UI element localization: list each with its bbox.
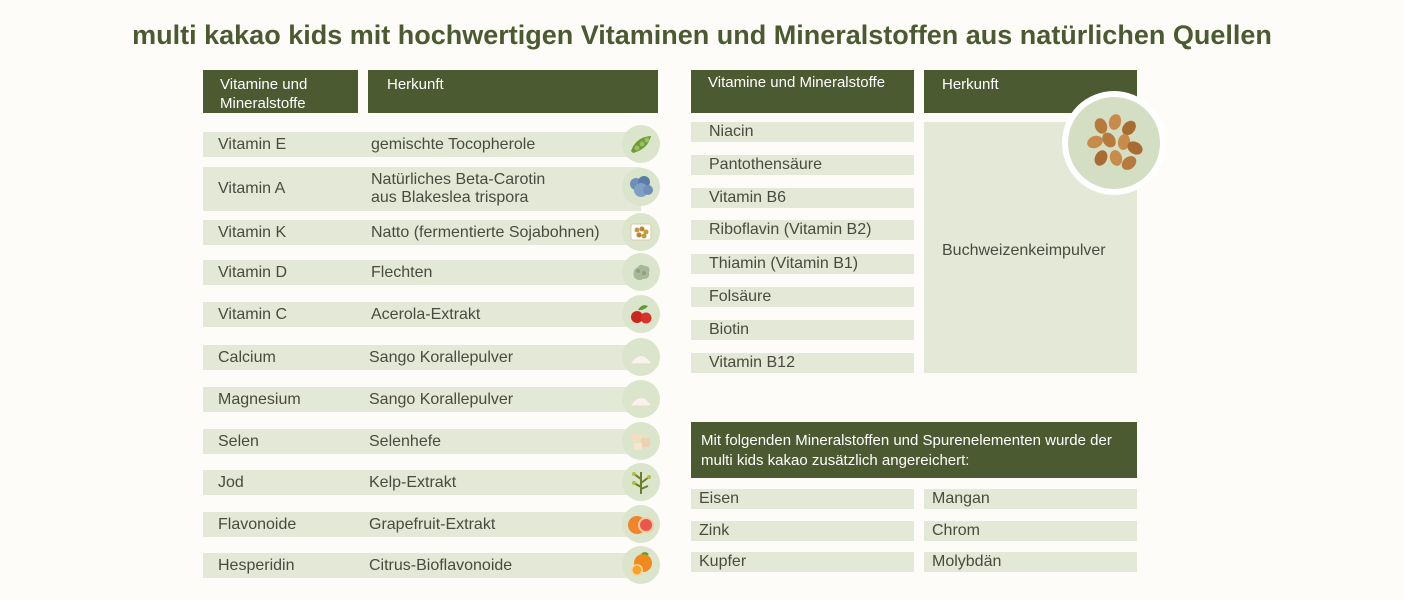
row-source: Grapefruit-Extrakt (369, 515, 496, 533)
mineral-label: Molybdän (932, 553, 1002, 570)
mineral-label: Mangan (932, 490, 990, 507)
kelp-icon (622, 463, 660, 501)
row-source: Natto (fermentierte Sojabohnen) (371, 223, 600, 241)
right-source-text: Buchweizenkeimpulver (942, 242, 1106, 259)
row-source: Acerola-Extrakt (371, 305, 481, 323)
acerola-icon (622, 295, 660, 333)
left-row-magnesium: Magnesium Sango Korallepulver (203, 387, 641, 412)
yeast-icon (622, 422, 660, 460)
right-header-source-label: Herkunft (942, 76, 999, 93)
left-header-nutrient: Vitamine und Mineralstoffe (203, 70, 358, 113)
mineral-label: Chrom (932, 522, 981, 539)
row-nutrient: Vitamin A (218, 180, 286, 197)
left-row-selen: Selen Selenhefe (203, 429, 641, 454)
powder-icon (622, 338, 660, 376)
row-nutrient: Thiamin (Vitamin B1) (709, 255, 859, 272)
mineral-item: Chrom (924, 521, 1137, 541)
row-source: Kelp-Extrakt (369, 473, 457, 491)
row-nutrient: Riboflavin (Vitamin B2) (709, 221, 872, 238)
right-row-biotin: Biotin (691, 320, 914, 340)
row-nutrient: Folsäure (709, 288, 772, 305)
row-nutrient: Vitamin B6 (709, 189, 787, 206)
soybean-icon (622, 125, 660, 163)
left-row-jod: Jod Kelp-Extrakt (203, 470, 641, 495)
left-header-source-label: Herkunft (387, 76, 444, 93)
row-nutrient: Magnesium (218, 390, 301, 408)
page-title: multi kakao kids mit hochwertigen Vitami… (132, 20, 1272, 50)
row-nutrient: Vitamin B12 (709, 354, 795, 371)
row-nutrient: Flavonoide (218, 515, 297, 533)
left-row-hesperidin: Hesperidin Citrus-Bioflavonoide (203, 553, 641, 578)
left-row-vitamin-k: Vitamin K Natto (fermentierte Sojabohnen… (203, 220, 641, 245)
left-row-vitamin-c: Vitamin C Acerola-Extrakt (203, 302, 641, 327)
mineral-item: Mangan (924, 489, 1137, 509)
minerals-note: Mit folgenden Mineralstoffen und Spurene… (691, 422, 1137, 478)
row-source: Citrus-Bioflavonoide (369, 556, 513, 574)
buckwheat-icon (1062, 91, 1166, 195)
natto-icon (622, 213, 660, 251)
row-source: Flechten (371, 263, 433, 281)
mineral-label: Zink (699, 522, 730, 539)
row-source: Selenhefe (369, 432, 442, 450)
lichen-icon (622, 253, 660, 291)
grapefruit-icon (622, 505, 660, 543)
row-source: Sango Korallepulver (369, 390, 514, 408)
right-row-thiamin: Thiamin (Vitamin B1) (691, 254, 914, 274)
left-row-vitamin-a: Vitamin A Natürliches Beta-Carotin aus B… (203, 167, 641, 211)
row-nutrient: Selen (218, 432, 259, 450)
mineral-item: Zink (691, 521, 914, 541)
right-row-vitamin-b12: Vitamin B12 (691, 353, 914, 373)
right-row-riboflavin: Riboflavin (Vitamin B2) (691, 220, 914, 240)
mineral-label: Eisen (699, 490, 740, 507)
row-nutrient: Biotin (709, 321, 750, 338)
fungus-icon (622, 168, 660, 206)
row-nutrient: Niacin (709, 123, 754, 140)
row-nutrient: Vitamin E (218, 135, 287, 153)
right-row-folsaeure: Folsäure (691, 287, 914, 307)
row-nutrient: Vitamin K (218, 223, 287, 241)
row-nutrient: Calcium (218, 348, 276, 366)
row-nutrient: Vitamin D (218, 263, 288, 281)
right-row-vitamin-b6: Vitamin B6 (691, 188, 914, 208)
left-header-source: Herkunft (368, 70, 658, 113)
row-source: Natürliches Beta-Carotin aus Blakeslea t… (371, 171, 546, 206)
mineral-item: Eisen (691, 489, 914, 509)
row-source: gemischte Tocopherole (371, 135, 536, 153)
row-nutrient: Vitamin C (218, 305, 288, 323)
mineral-item: Kupfer (691, 552, 914, 572)
left-row-vitamin-d: Vitamin D Flechten (203, 260, 641, 285)
row-nutrient: Hesperidin (218, 556, 295, 574)
left-header-nutrient-label: Vitamine und Mineralstoffe (220, 76, 308, 112)
mineral-label: Kupfer (699, 553, 747, 570)
right-header-nutrient-label: Vitamine und Mineralstoffe (708, 74, 886, 91)
minerals-note-text: Mit folgenden Mineralstoffen und Spurene… (701, 432, 1112, 469)
orange-icon (622, 546, 660, 584)
row-source: Sango Korallepulver (369, 348, 514, 366)
right-row-pantothensaeure: Pantothensäure (691, 155, 914, 175)
right-row-niacin: Niacin (691, 122, 914, 142)
right-header-nutrient: Vitamine und Mineralstoffe (691, 70, 914, 113)
left-row-flavonoide: Flavonoide Grapefruit-Extrakt (203, 512, 641, 537)
row-nutrient: Jod (218, 473, 244, 491)
mineral-item: Molybdän (924, 552, 1137, 572)
powder-icon (622, 380, 660, 418)
left-row-calcium: Calcium Sango Korallepulver (203, 345, 641, 370)
left-row-vitamin-e: Vitamin E gemischte Tocopherole (203, 132, 641, 157)
row-nutrient: Pantothensäure (709, 156, 822, 173)
